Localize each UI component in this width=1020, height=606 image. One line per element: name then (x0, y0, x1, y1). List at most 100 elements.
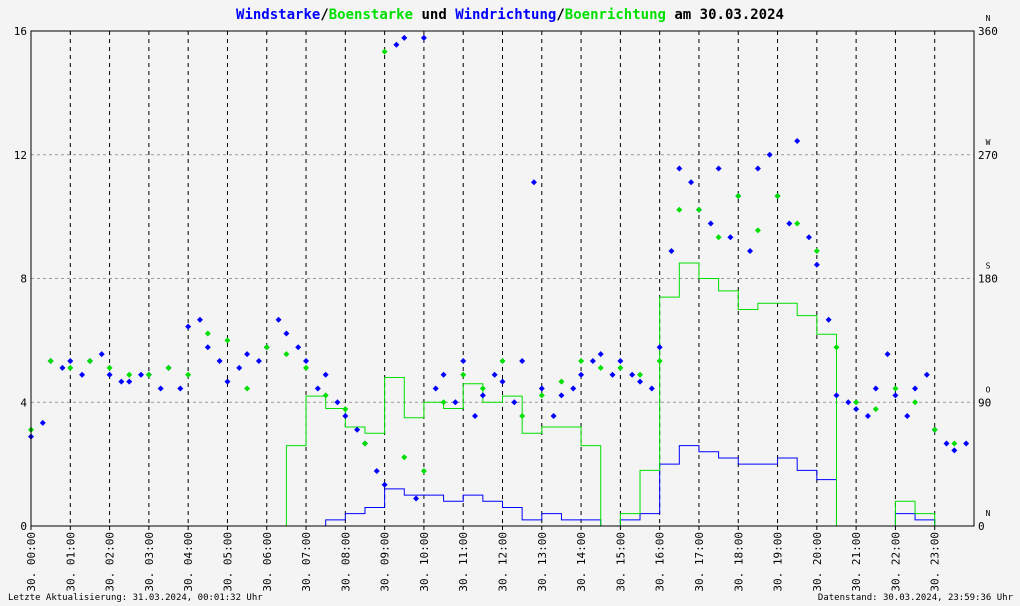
point-boenrichtung-22 (460, 371, 467, 378)
point-windrichtung-61 (629, 371, 636, 378)
point-boenrichtung-23 (479, 385, 486, 392)
point-boenrichtung-24 (499, 358, 506, 364)
point-windrichtung-30 (322, 371, 329, 378)
point-windrichtung-60 (617, 358, 624, 364)
x-tick-11: 30. 11:00 (457, 532, 470, 592)
point-windrichtung-62 (637, 378, 644, 385)
point-boenrichtung-16 (342, 406, 349, 413)
chart-title: Windstarke/Boenstarke und Windrichtung/B… (236, 7, 784, 23)
point-boenrichtung-15 (322, 392, 329, 399)
x-tick-21: 30. 21:00 (850, 532, 863, 592)
point-boenrichtung-18 (381, 48, 388, 55)
point-windrichtung-77 (786, 220, 793, 227)
direction-label-1: O (986, 385, 991, 394)
y-left-tick-1: 4 (20, 396, 27, 409)
title-part-6: Boenrichtung (565, 7, 666, 23)
point-windrichtung-40 (420, 34, 427, 41)
point-boenrichtung-19 (401, 454, 408, 461)
point-windrichtung-10 (126, 378, 133, 385)
point-windrichtung-54 (558, 392, 565, 399)
x-tick-2: 30. 02:00 (104, 532, 117, 592)
point-windrichtung-37 (393, 41, 400, 48)
point-boenrichtung-40 (813, 248, 820, 254)
point-boenrichtung-41 (833, 344, 840, 351)
point-windrichtung-9 (118, 378, 125, 385)
y-axis-left: 0 4 8 12 16 (14, 25, 28, 533)
title-part-4: Windrichtung (455, 7, 556, 23)
x-tick-6: 30. 06:00 (261, 532, 274, 592)
point-windrichtung-29 (314, 385, 321, 392)
x-tick-0: 30. 00:00 (25, 532, 38, 592)
title-part-2: Boenstarke (329, 7, 413, 23)
point-windrichtung-50 (519, 358, 526, 364)
point-boenrichtung-38 (774, 193, 781, 199)
point-boenrichtung-46 (931, 426, 938, 433)
title-part-1: / (320, 7, 328, 23)
point-boenrichtung-35 (715, 234, 722, 241)
title-part-5: / (556, 7, 564, 23)
point-windrichtung-44 (460, 358, 467, 364)
point-windrichtung-18 (204, 344, 211, 351)
point-boenrichtung-5 (126, 371, 133, 378)
point-boenrichtung-47 (951, 440, 958, 447)
point-boenrichtung-39 (794, 220, 801, 227)
point-boenrichtung-2 (67, 364, 74, 371)
x-tick-9: 30. 09:00 (379, 532, 392, 592)
point-boenrichtung-7 (165, 364, 172, 371)
point-boenrichtung-30 (617, 364, 624, 371)
point-windrichtung-4 (67, 358, 74, 364)
series-boenrichtung (28, 48, 958, 474)
point-windrichtung-86 (872, 385, 879, 392)
point-windrichtung-51 (530, 179, 537, 186)
y-left-tick-4: 16 (14, 25, 27, 38)
point-boenrichtung-4 (106, 364, 113, 371)
point-windrichtung-5 (79, 371, 86, 378)
point-windrichtung-91 (923, 371, 930, 378)
point-windrichtung-26 (283, 330, 290, 337)
point-boenrichtung-28 (578, 358, 585, 364)
footer-last-update: Letzte Aktualisierung: 31.03.2024, 00:01… (8, 593, 263, 603)
point-boenrichtung-20 (420, 468, 427, 474)
point-windrichtung-71 (727, 234, 734, 241)
point-windrichtung-25 (275, 316, 282, 323)
direction-label-4: N (986, 14, 991, 23)
point-windrichtung-52 (538, 385, 545, 392)
point-windrichtung-59 (609, 371, 616, 378)
point-windrichtung-93 (943, 440, 950, 447)
point-windrichtung-88 (892, 392, 899, 399)
x-tick-1: 30. 01:00 (64, 532, 77, 592)
point-windrichtung-90 (912, 385, 919, 392)
point-boenrichtung-14 (303, 364, 310, 371)
point-windrichtung-28 (303, 358, 310, 364)
point-windrichtung-27 (295, 344, 302, 351)
point-windrichtung-64 (656, 344, 663, 351)
x-tick-12: 30. 12:00 (497, 532, 510, 592)
point-boenrichtung-1 (47, 358, 54, 364)
point-windrichtung-75 (766, 151, 773, 158)
point-boenrichtung-6 (145, 371, 152, 378)
y-right-tick-1: 90 (978, 396, 991, 409)
x-tick-13: 30. 13:00 (536, 532, 549, 592)
point-boenrichtung-10 (224, 337, 231, 344)
y-right-tick-2: 180 (978, 273, 998, 286)
point-boenrichtung-9 (204, 330, 211, 337)
point-windrichtung-36 (381, 481, 388, 488)
point-windrichtung-80 (813, 261, 820, 268)
point-boenrichtung-31 (637, 371, 644, 378)
point-boenrichtung-12 (263, 344, 270, 351)
y-right-tick-3: 270 (978, 149, 998, 162)
point-boenrichtung-32 (656, 358, 663, 364)
point-windrichtung-31 (334, 399, 341, 406)
point-windrichtung-83 (845, 399, 852, 406)
point-windrichtung-41 (432, 385, 439, 392)
point-windrichtung-65 (668, 248, 675, 254)
direction-label-2: S (986, 262, 991, 271)
x-tick-18: 30. 18:00 (732, 532, 745, 592)
point-boenrichtung-37 (754, 227, 761, 234)
point-windrichtung-39 (413, 495, 420, 502)
point-windrichtung-1 (39, 419, 46, 426)
direction-label-0: N (986, 509, 991, 518)
